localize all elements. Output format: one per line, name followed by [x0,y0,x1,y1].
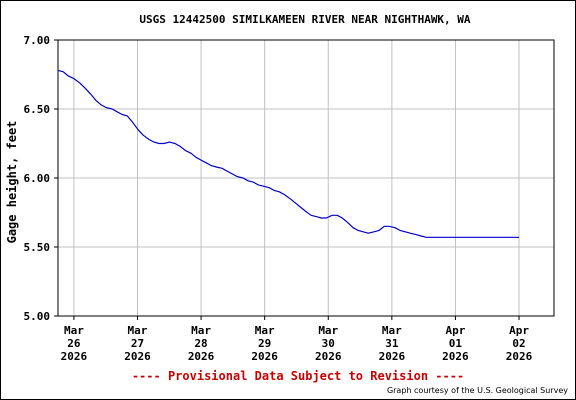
x-tick-label: Apr [445,324,465,337]
x-tick-label: 2026 [188,350,215,363]
x-tick-label: 2026 [61,350,88,363]
x-tick-label: 2026 [379,350,406,363]
x-tick-label: 31 [385,337,399,350]
grid [58,40,554,316]
gage-height-line [57,69,519,238]
y-tick-label: 6.00 [24,172,51,185]
x-tick-label: 28 [194,337,207,350]
y-axis-label: Gage height, feet [5,121,19,244]
provisional-notice: ---- Provisional Data Subject to Revisio… [132,369,464,383]
x-tick-label: Apr [509,324,529,337]
x-tick-label: Mar [255,324,275,337]
x-tick-label: Mar [382,324,402,337]
x-tick-label: 02 [512,337,525,350]
x-tick-label: 2026 [251,350,278,363]
y-tick-label: 5.00 [24,310,51,323]
x-tick-label: Mar [191,324,211,337]
y-tick-label: 5.50 [24,241,51,254]
y-tick-label: 7.00 [24,34,51,47]
x-tick-label: 27 [131,337,144,350]
x-tick-label: Mar [64,324,84,337]
x-tick-label: 26 [67,337,81,350]
x-tick-label: 2026 [315,350,342,363]
x-tick-label: 29 [258,337,271,350]
x-axis-ticks: Mar262026Mar272026Mar282026Mar292026Mar3… [61,316,533,363]
x-tick-label: Mar [128,324,148,337]
y-axis-ticks: 5.00 5.50 6.00 6.50 7.00 [24,34,58,323]
x-tick-label: 2026 [442,350,469,363]
x-tick-label: 30 [322,337,335,350]
y-tick-label: 6.50 [24,103,51,116]
chart-title: USGS 12442500 SIMILKAMEEN RIVER NEAR NIG… [139,13,471,26]
series-layer [57,69,519,238]
x-tick-label: 2026 [506,350,533,363]
x-tick-label: 01 [449,337,463,350]
x-tick-label: 2026 [124,350,151,363]
x-tick-label: Mar [318,324,338,337]
credit-text: Graph courtesy of the U.S. Geological Su… [387,386,568,395]
